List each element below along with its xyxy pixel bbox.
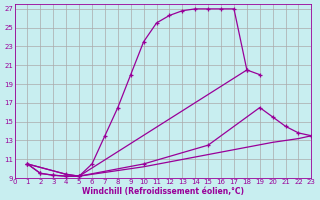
X-axis label: Windchill (Refroidissement éolien,°C): Windchill (Refroidissement éolien,°C)	[82, 187, 244, 196]
